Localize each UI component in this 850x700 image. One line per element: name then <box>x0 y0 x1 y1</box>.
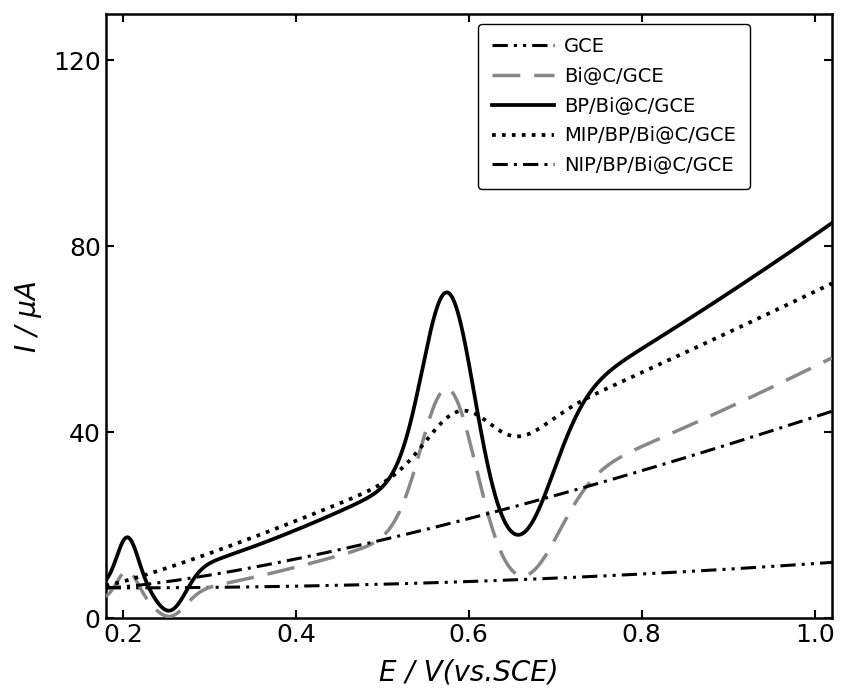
X-axis label: E / V(vs.SCE): E / V(vs.SCE) <box>379 658 558 686</box>
Y-axis label: I / μA: I / μA <box>14 280 42 352</box>
Legend: GCE, Bi@C/GCE, BP/Bi@C/GCE, MIP/BP/Bi@C/GCE, NIP/BP/Bi@C/GCE: GCE, Bi@C/GCE, BP/Bi@C/GCE, MIP/BP/Bi@C/… <box>479 24 750 188</box>
